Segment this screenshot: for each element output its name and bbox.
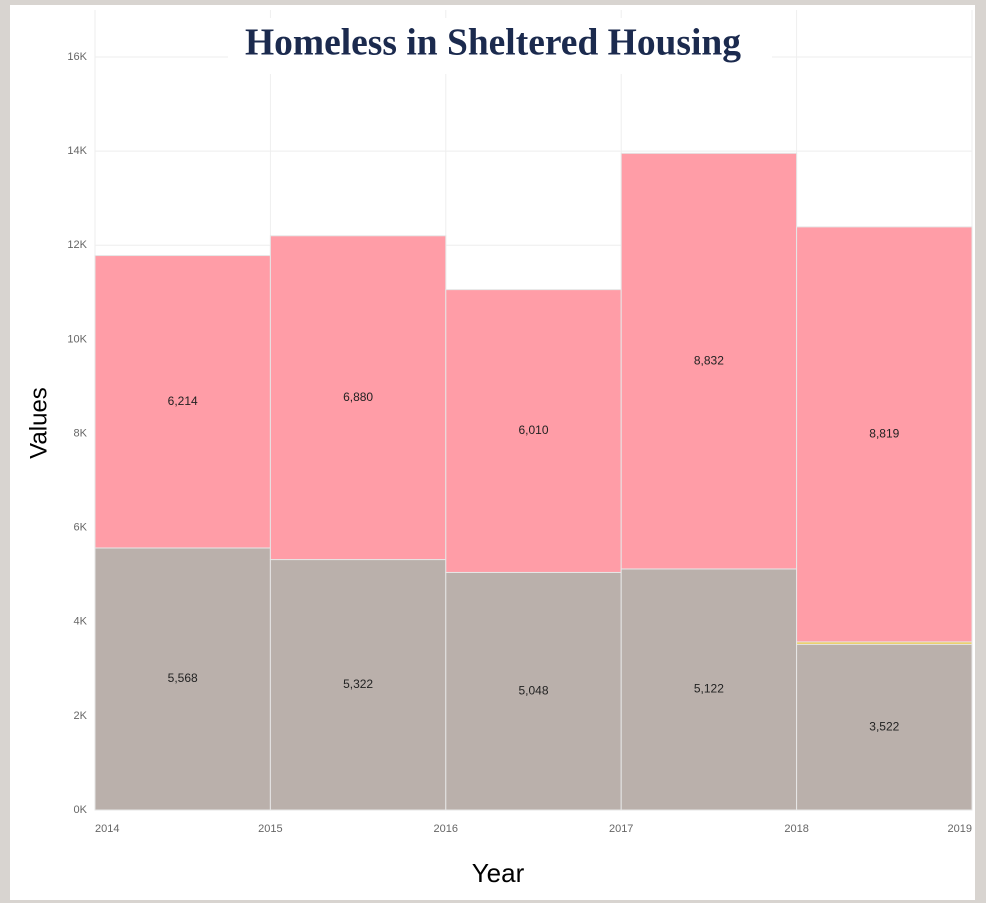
bar-segment xyxy=(445,289,622,573)
value-label: 8,819 xyxy=(869,427,899,441)
plot-area: 0K 2K 4K 6K 8K 10K 12K 14K 16K 2014 2015 2016 2017 20… xyxy=(67,10,973,835)
value-label: 3,522 xyxy=(869,719,899,733)
x-axis-title: Year xyxy=(472,858,525,888)
title-box xyxy=(228,18,772,74)
x-tick-label: 2015 xyxy=(258,823,282,835)
value-label: 5,048 xyxy=(518,683,548,697)
value-label: 5,322 xyxy=(343,677,373,691)
y-tick-label: 16K xyxy=(67,51,87,63)
x-tick-label: 2019 xyxy=(948,823,972,835)
value-label: 6,214 xyxy=(168,394,198,408)
x-tick-label: 2017 xyxy=(609,823,633,835)
y-tick-label: 0K xyxy=(74,804,88,816)
x-tick-label: 2016 xyxy=(434,823,458,835)
chart-title: Homeless in Sheltered Housing xyxy=(245,22,741,64)
y-tick-label: 12K xyxy=(67,239,87,251)
bar-segment xyxy=(445,571,622,811)
bar-segment xyxy=(796,226,973,643)
bar-segment xyxy=(94,255,271,549)
y-axis-title: Values xyxy=(25,387,52,459)
y-tick-label: 14K xyxy=(67,145,87,157)
y-tick-label: 6K xyxy=(74,522,88,534)
bar-segment xyxy=(620,152,798,570)
bar-segment xyxy=(269,235,447,561)
value-label: 8,832 xyxy=(694,353,724,367)
value-label: 5,568 xyxy=(168,671,198,685)
x-tick-label: 2014 xyxy=(95,823,119,835)
value-label: 6,880 xyxy=(343,390,373,404)
y-tick-label: 8K xyxy=(74,427,88,439)
bar-segment xyxy=(620,568,798,811)
y-tick-label: 4K xyxy=(74,616,88,628)
value-label: 5,122 xyxy=(694,682,724,696)
y-tick-label: 2K xyxy=(74,710,88,722)
value-label: 6,010 xyxy=(518,423,548,437)
y-tick-label: 10K xyxy=(67,333,87,345)
x-tick-label: 2018 xyxy=(784,823,808,835)
bar-segment xyxy=(269,559,447,811)
